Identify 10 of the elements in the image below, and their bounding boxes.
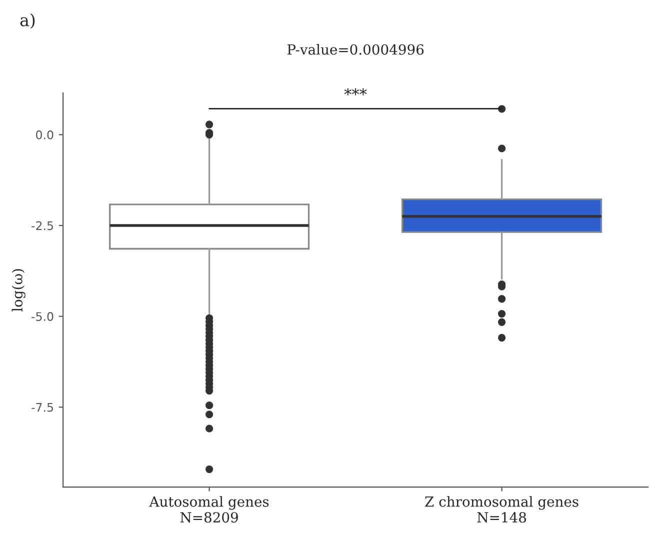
y-tick-label: -2.5 <box>32 221 53 230</box>
y-tick-label: 0.0 <box>36 130 54 140</box>
x-tick-label: Z chromosomal genes N=148 <box>425 496 578 523</box>
y-tick-label: -7.5 <box>32 403 53 412</box>
y-axis-title: log(ω) <box>12 269 26 312</box>
y-tick-label: -5.0 <box>32 312 54 321</box>
annotation: *** <box>344 88 367 96</box>
text: P-value=0.0004996 <box>287 44 424 55</box>
x-tick-label: Autosomal genes N=8209 <box>149 496 269 523</box>
text: a) <box>20 13 35 29</box>
